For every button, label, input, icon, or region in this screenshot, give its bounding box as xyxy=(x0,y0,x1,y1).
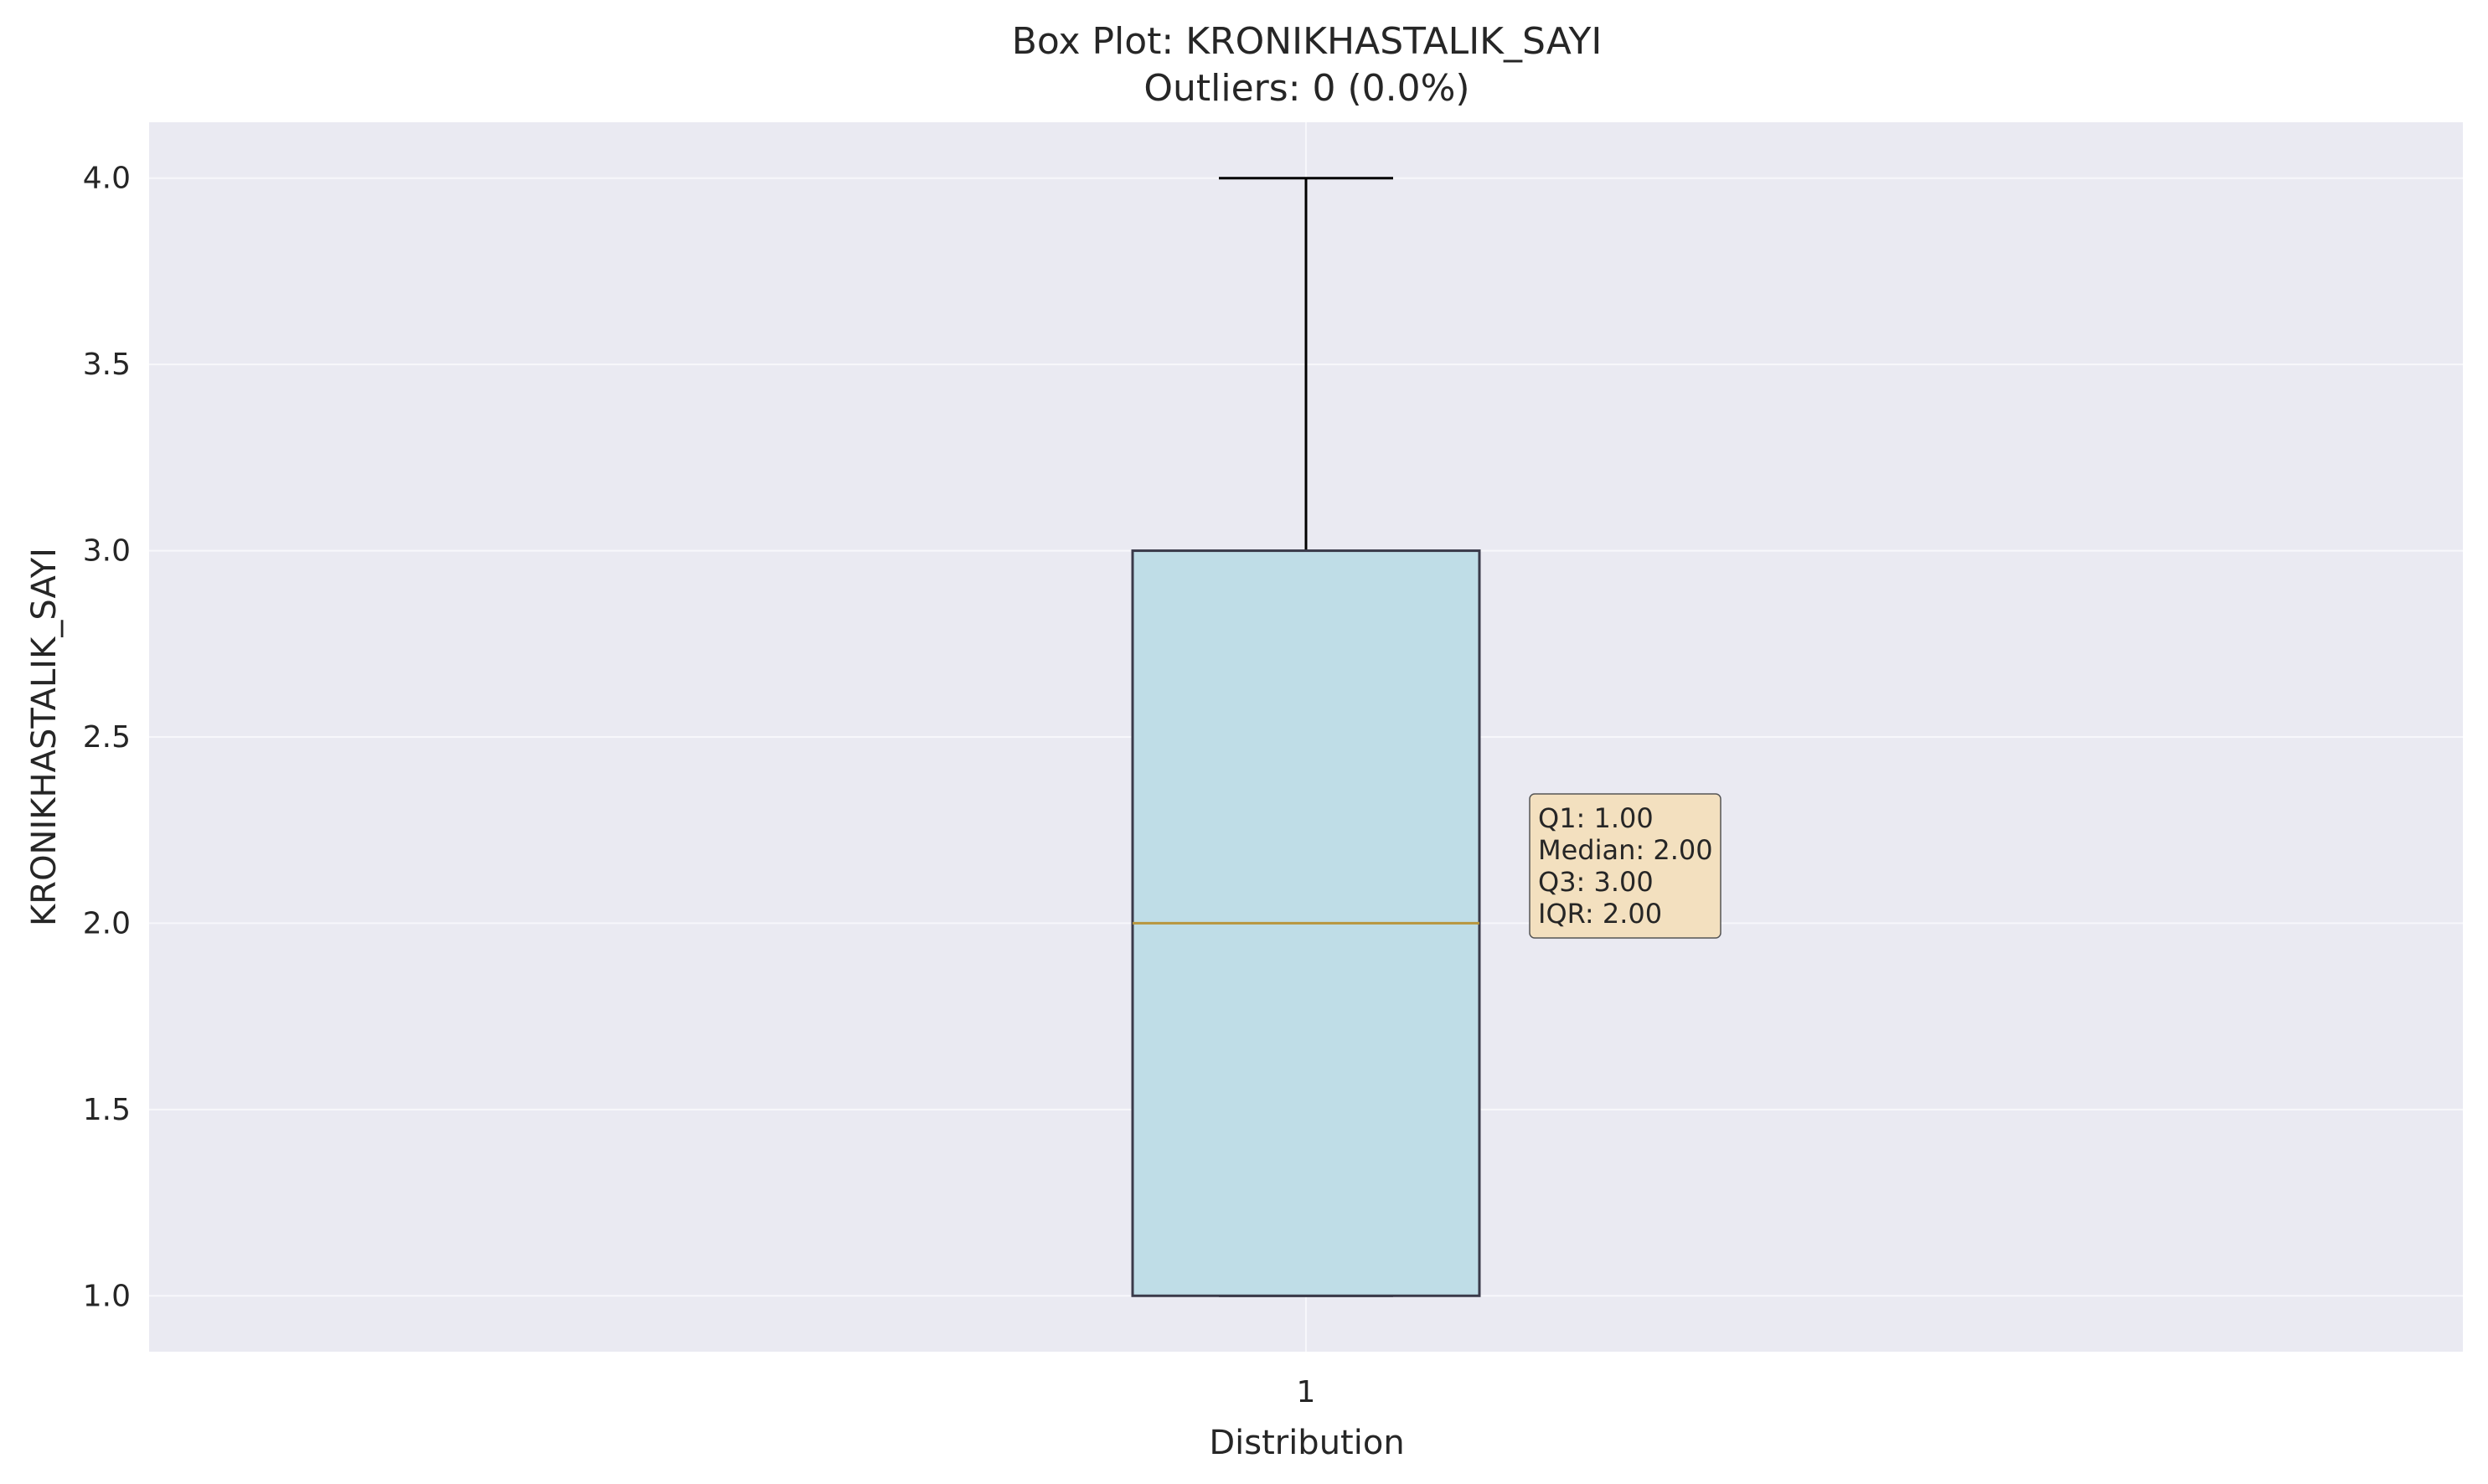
y-tick-label: 2.0 xyxy=(83,906,131,940)
stats-line-q3: Q3: 3.00 xyxy=(1538,866,1654,898)
stats-annotation: Q1: 1.00 Median: 2.00 Q3: 3.00 IQR: 2.00 xyxy=(1529,793,1721,939)
x-axis-ticks: 1 xyxy=(1297,1375,1316,1409)
box-plot-group xyxy=(1131,177,1481,1297)
chart-title: Box Plot: KRONIKHASTALIK_SAYI xyxy=(1012,20,1603,63)
stats-line-q1: Q1: 1.00 xyxy=(1538,802,1654,834)
y-axis-label: KRONIKHASTALIK_SAYI xyxy=(25,548,64,926)
x-axis-label: Distribution xyxy=(1209,1424,1404,1462)
y-tick-label: 3.0 xyxy=(83,534,131,569)
y-tick-label: 3.5 xyxy=(83,348,131,382)
y-tick-label: 4.0 xyxy=(83,162,131,196)
y-tick-label: 1.5 xyxy=(83,1093,131,1127)
y-tick-label: 2.5 xyxy=(83,720,131,755)
y-tick-label: 1.0 xyxy=(83,1279,131,1313)
x-tick-label: 1 xyxy=(1297,1375,1316,1409)
stats-line-median: Median: 2.00 xyxy=(1538,834,1713,866)
y-axis-ticks: 1.0 1.5 2.0 2.5 3.0 3.5 4.0 xyxy=(83,162,131,1314)
stats-box xyxy=(1529,793,1721,939)
stats-line-iqr: IQR: 2.00 xyxy=(1538,898,1662,930)
chart-subtitle: Outliers: 0 (0.0%) xyxy=(1143,67,1469,110)
